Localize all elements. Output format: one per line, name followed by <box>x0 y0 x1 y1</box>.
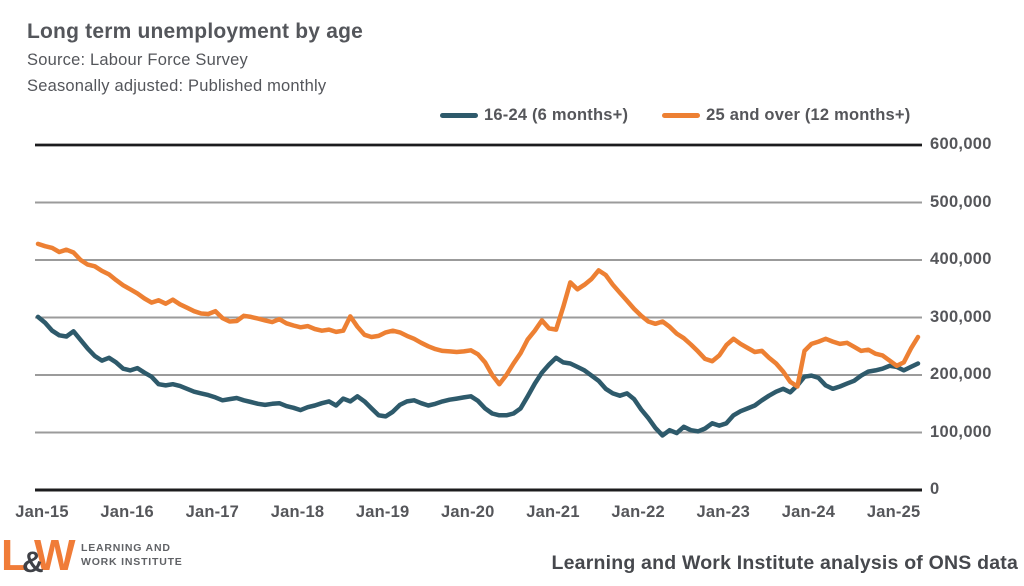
y-axis-label: 200,000 <box>930 365 992 383</box>
chart-legend: 16-24 (6 months+) 25 and over (12 months+… <box>440 104 910 126</box>
y-axis-label: 600,000 <box>930 135 992 153</box>
x-axis-label: Jan-16 <box>100 503 154 521</box>
legend-item: 25 and over (12 months+) <box>662 106 910 125</box>
legend-label: 16-24 (6 months+) <box>484 105 629 124</box>
y-axis-label: 0 <box>930 480 940 498</box>
attribution-text: Learning and Work Institute analysis of … <box>551 552 1018 574</box>
legend-label: 25 and over (12 months+) <box>706 105 911 124</box>
page-title: Long term unemployment by age <box>27 20 364 43</box>
y-axis-label: 300,000 <box>930 307 992 326</box>
x-axis-label: Jan-17 <box>185 503 240 521</box>
x-axis-label: Jan-19 <box>355 503 410 521</box>
source-line: Source: Labour Force Survey <box>27 51 248 69</box>
logo-wordmark-line2: WORK INSTITUTE <box>81 556 183 568</box>
logo-monogram: L & W <box>1 531 76 584</box>
x-axis-label: Jan-20 <box>441 503 495 521</box>
logo-letter-w: W <box>34 531 76 580</box>
logo-ampersand: & <box>22 546 44 579</box>
x-axis-label: Jan-22 <box>611 503 665 521</box>
x-axis-label: Jan-15 <box>15 503 69 521</box>
series-line-25-and-over-12-months- <box>35 241 921 389</box>
legend-swatch <box>662 112 701 118</box>
learning-and-work-institute-logo: L & W LEARNING AND WORK INSTITUTE <box>1 534 183 584</box>
series-line-16-24-6-months- <box>35 314 921 438</box>
legend-swatch <box>440 112 478 118</box>
x-axis-label: Jan-18 <box>270 503 325 521</box>
x-axis-label: Jan-23 <box>696 503 751 521</box>
x-axis-label: Jan-24 <box>781 503 836 521</box>
legend-item: 16-24 (6 months+) <box>440 106 628 125</box>
logo-wordmark-line1: LEARNING AND <box>81 542 171 554</box>
logo-wordmark: LEARNING AND WORK INSTITUTE <box>81 541 183 569</box>
logo-letter-l: L <box>1 531 28 580</box>
x-axis-label: Jan-25 <box>866 503 921 521</box>
y-axis-label: 100,000 <box>930 422 992 441</box>
y-axis-label: 400,000 <box>930 250 992 268</box>
adjusted-line: Seasonally adjusted: Published monthly <box>27 77 327 95</box>
y-axis-label: 500,000 <box>930 192 992 211</box>
x-axis-label: Jan-21 <box>526 503 580 521</box>
